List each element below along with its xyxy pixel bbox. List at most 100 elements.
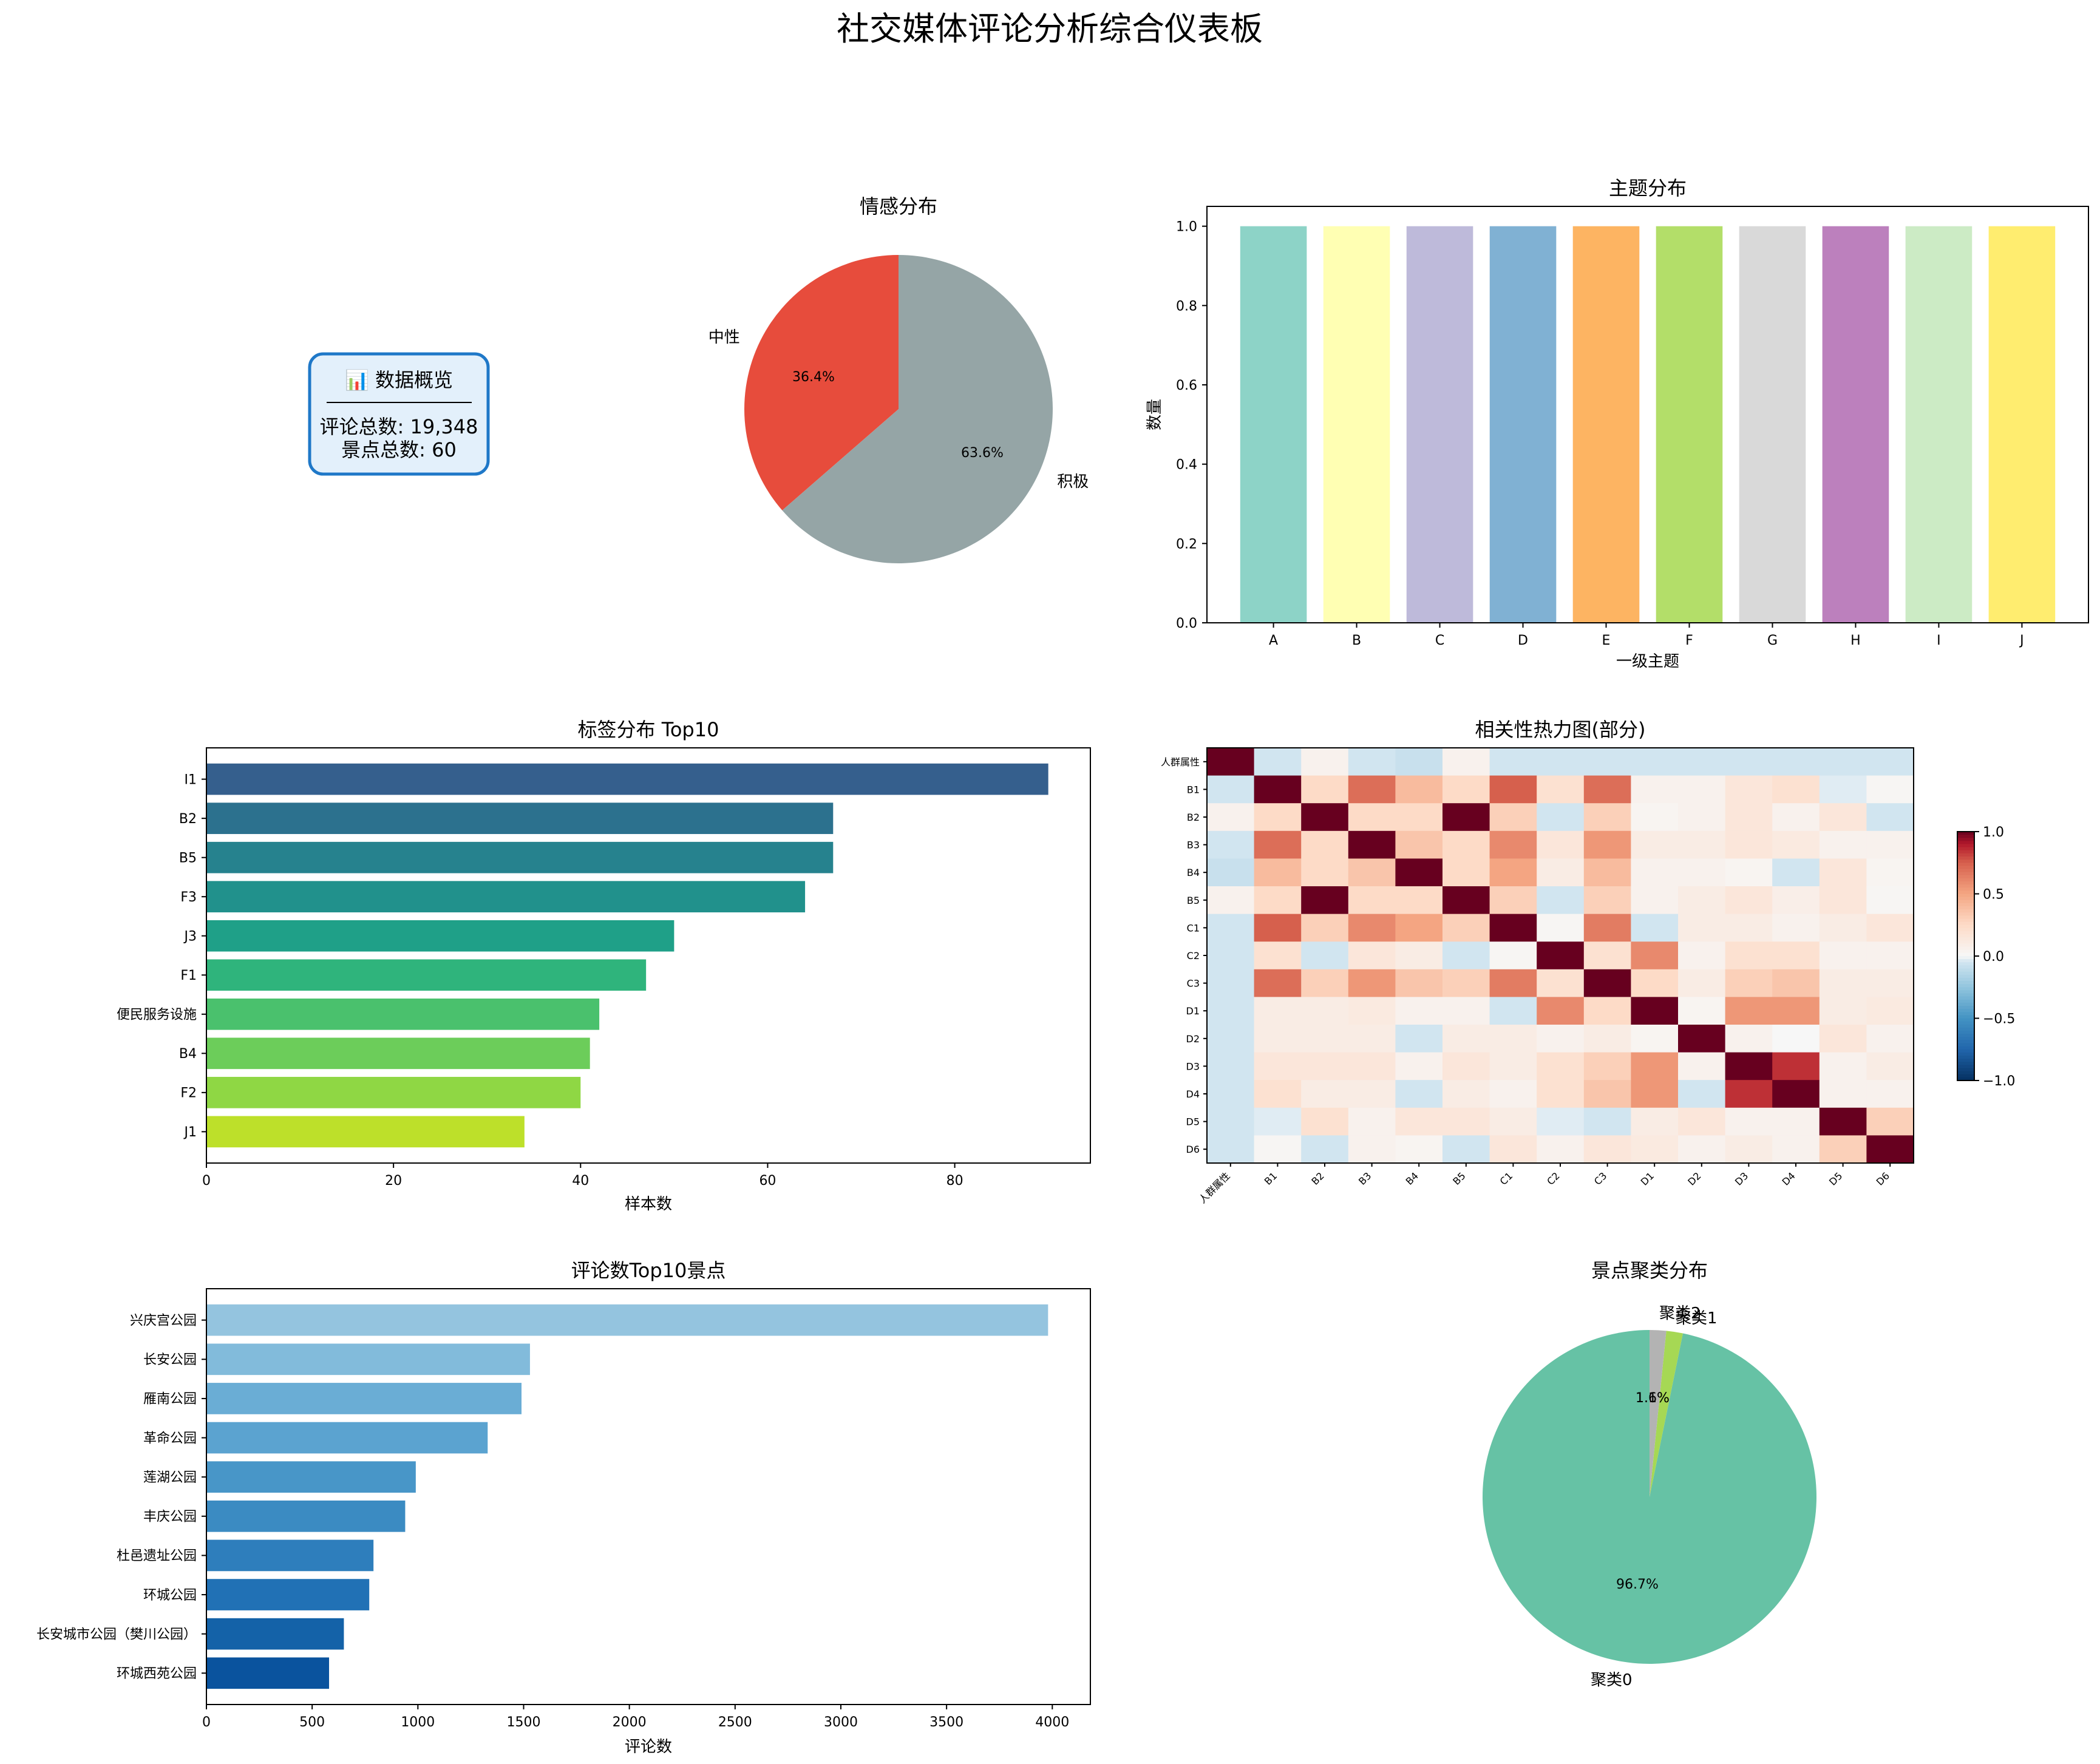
heatmap-cell [1442, 1080, 1490, 1108]
heatmap-cell [1395, 997, 1443, 1025]
y-tick-label: F1 [180, 968, 197, 983]
x-tick-label: 20 [385, 1173, 402, 1189]
heatmap-cell [1395, 914, 1443, 942]
heatmap-cell [1348, 969, 1396, 997]
heatmap-cell [1819, 1052, 1867, 1080]
heatmap-cell [1583, 886, 1631, 915]
heatmap-cell [1442, 803, 1490, 832]
heatmap-cell [1442, 969, 1490, 997]
dashboard-title: 社交媒体评论分析综合仪表板 [837, 10, 1263, 48]
colorbar-segment [1957, 1021, 1974, 1025]
heatmap-cell [1301, 1135, 1349, 1164]
y-tick-label: F3 [180, 890, 197, 905]
heatmap-cell [1489, 1107, 1537, 1136]
stats-total-spots: 景点总数: 60 [341, 438, 457, 461]
heatmap-cell [1537, 748, 1585, 776]
x-tick-label: C1 [1498, 1170, 1515, 1187]
heatmap-cell [1348, 830, 1396, 859]
colorbar-segment [1957, 866, 1974, 870]
heatmap-cell [1254, 748, 1302, 776]
colorbar-segment [1957, 887, 1974, 891]
heatmap-cell [1348, 858, 1396, 887]
heatmap-cell [1819, 858, 1867, 887]
x-tick-label: 500 [299, 1715, 325, 1730]
heatmap-cell [1583, 969, 1631, 997]
heatmap-cell [1866, 997, 1914, 1025]
heatmap-cell [1442, 830, 1490, 859]
x-tick-label: B5 [1450, 1170, 1467, 1187]
colorbar-segment [1957, 921, 1974, 926]
colorbar-tick-label: 0.0 [1983, 949, 2004, 965]
pie-label: 聚类1 [1676, 1309, 1718, 1328]
heatmap-cell [1725, 997, 1773, 1025]
colorbar-segment [1957, 857, 1974, 860]
y-tick-label: D2 [1186, 1033, 1200, 1045]
heatmap-cell [1395, 1135, 1443, 1164]
colorbar-segment [1957, 1068, 1974, 1072]
heatmap-cell [1725, 969, 1773, 997]
colorbar-segment [1957, 968, 1974, 972]
heatmap-cell [1207, 1025, 1255, 1053]
heatmap-cell [1254, 941, 1302, 970]
heatmap-cell [1254, 969, 1302, 997]
colorbar-segment [1957, 1062, 1974, 1065]
heatmap-cell [1395, 1107, 1443, 1136]
colorbar-segment [1957, 872, 1974, 876]
heatmap-cell [1301, 969, 1349, 997]
heatmap-cell [1866, 1107, 1914, 1136]
heatmap-cell [1207, 914, 1255, 942]
colorbar-segment [1957, 847, 1974, 851]
heatmap-cell [1537, 914, 1585, 942]
heatmap-cell [1348, 1135, 1396, 1164]
heatmap-cell [1489, 941, 1537, 970]
heatmap-cell [1631, 1135, 1679, 1164]
y-tick-label: 0.2 [1176, 537, 1197, 552]
heatmap-cell [1631, 1052, 1679, 1080]
heatmap-cell [1866, 775, 1914, 804]
heatmap-cell [1207, 1135, 1255, 1164]
y-tick-label: B1 [1187, 784, 1200, 795]
x-tick-label: B3 [1356, 1170, 1373, 1187]
pie-slice [1482, 1330, 1816, 1664]
bar [206, 1304, 1048, 1336]
bar [206, 1037, 590, 1070]
y-tick-label: 丰庆公园 [143, 1510, 197, 1525]
heatmap-cell [1301, 886, 1349, 915]
x-tick-label: D [1518, 633, 1528, 648]
y-tick-label: D6 [1186, 1144, 1200, 1155]
heatmap-cell [1725, 830, 1773, 859]
heatmap-cell [1537, 858, 1585, 887]
colorbar-segment [1957, 890, 1974, 895]
heatmap-cell [1489, 858, 1537, 887]
bar [1572, 226, 1640, 623]
heatmap-cell [1254, 886, 1302, 915]
colorbar-segment [1957, 956, 1974, 960]
bar [206, 1618, 344, 1650]
heatmap-cell [1631, 941, 1679, 970]
y-tick-label: 环城公园 [143, 1588, 197, 1603]
heatmap-cell [1725, 1107, 1773, 1136]
chart-title: 相关性热力图(部分) [1475, 718, 1646, 741]
heatmap-cell [1207, 830, 1255, 859]
heatmap-cell [1678, 1052, 1726, 1080]
y-tick-label: F2 [180, 1086, 197, 1101]
x-tick-label: 2000 [613, 1715, 647, 1730]
heatmap-cell [1819, 803, 1867, 832]
heatmap-cell [1583, 748, 1631, 776]
heatmap-cell [1725, 803, 1773, 832]
heatmap-cell [1866, 803, 1914, 832]
heatmap-cell [1583, 830, 1631, 859]
heatmap-cell [1537, 997, 1585, 1025]
colorbar-segment [1957, 897, 1974, 901]
colorbar-tick-label: 1.0 [1983, 825, 2004, 840]
heatmap-cell [1207, 1080, 1255, 1108]
heatmap-cell [1489, 748, 1537, 776]
heatmap-cell [1583, 997, 1631, 1025]
heatmap-cell [1725, 748, 1773, 776]
heatmap-cell [1207, 858, 1255, 887]
heatmap-cell [1395, 941, 1443, 970]
bar [1656, 226, 1723, 623]
heatmap-cell [1301, 1025, 1349, 1053]
colorbar-segment [1957, 832, 1974, 835]
bar [206, 1579, 370, 1610]
